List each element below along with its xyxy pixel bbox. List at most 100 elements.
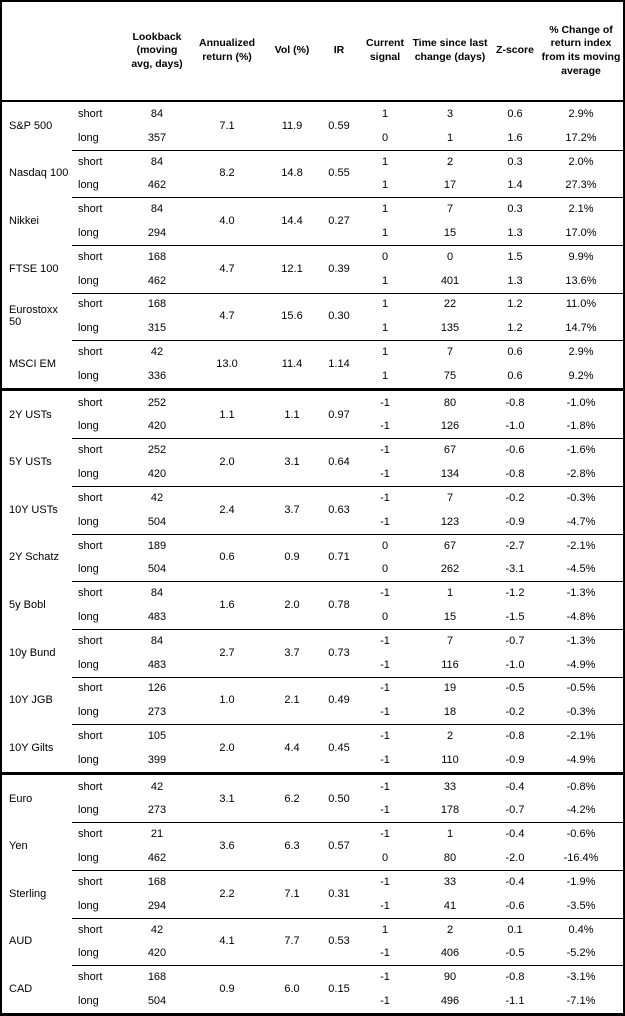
cell-time-since-short: 7 bbox=[446, 634, 454, 647]
table-body: S&P 500 short long 84 357 7.1 11.9 0.59 … bbox=[2, 102, 623, 1013]
cell-signal-short: 0 bbox=[381, 539, 389, 552]
col-header-annualized-return: Annualized return (%) bbox=[198, 37, 255, 63]
cell-lookback-long: 462 bbox=[147, 179, 167, 192]
leg-label-long: long bbox=[78, 658, 99, 671]
cell-zscore-short: -0.4 bbox=[505, 780, 525, 793]
cell-signal-short: 1 bbox=[381, 155, 389, 168]
cell-time-since-short: 1 bbox=[446, 587, 454, 600]
cell-time-since-short: 67 bbox=[443, 444, 457, 457]
cell-pct-change-long: -4.9% bbox=[566, 658, 596, 671]
cell-time-since-short: 33 bbox=[443, 875, 457, 888]
cell-lookback-short: 105 bbox=[147, 730, 167, 743]
asset-row-group: 10Y USTs short long 42 504 2.4 3.7 0.63 … bbox=[2, 486, 623, 534]
cell-annualized-return: 1.1 bbox=[219, 408, 235, 421]
leg-label-long: long bbox=[78, 610, 99, 623]
cell-zscore-long: -0.9 bbox=[505, 515, 525, 528]
cell-lookback-short: 126 bbox=[147, 682, 167, 695]
cell-signal-short: -1 bbox=[380, 682, 390, 695]
cell-time-since-long: 15 bbox=[443, 226, 457, 239]
cell-signal-long: 1 bbox=[381, 322, 389, 335]
cell-zscore-short: -0.8 bbox=[505, 730, 525, 743]
cell-pct-change-short: -2.1% bbox=[566, 730, 596, 743]
asset-row-group: Eurostoxx 50 short long 168 315 4.7 15.6… bbox=[2, 292, 623, 341]
cell-time-since-long: 134 bbox=[440, 468, 460, 481]
cell-vol: 1.1 bbox=[284, 408, 300, 421]
cell-signal-long: 0 bbox=[381, 563, 389, 576]
cell-signal-short: 1 bbox=[381, 923, 389, 936]
asset-name: Sterling bbox=[9, 887, 47, 900]
cell-time-since-long: 262 bbox=[440, 563, 460, 576]
cell-lookback-long: 294 bbox=[147, 899, 167, 912]
table-header-row: Lookback (moving avg, days) Annualized r… bbox=[2, 2, 623, 102]
leg-label-long: long bbox=[78, 468, 99, 481]
cell-time-since-long: 135 bbox=[440, 322, 460, 335]
cell-annualized-return: 13.0 bbox=[216, 357, 238, 370]
cell-vol: 0.9 bbox=[284, 551, 300, 564]
cell-pct-change-short: 2.9% bbox=[568, 107, 594, 120]
cell-signal-long: -1 bbox=[380, 804, 390, 817]
cell-zscore-long: -0.6 bbox=[505, 899, 525, 912]
cell-pct-change-short: -1.6% bbox=[566, 444, 596, 457]
leg-label-short: short bbox=[78, 587, 103, 600]
leg-label-short: short bbox=[78, 346, 103, 359]
cell-vol: 3.7 bbox=[284, 503, 300, 516]
cell-vol: 3.7 bbox=[284, 646, 300, 659]
cell-lookback-short: 189 bbox=[147, 539, 167, 552]
cell-signal-short: -1 bbox=[380, 396, 390, 409]
cell-lookback-long: 420 bbox=[147, 468, 167, 481]
cell-pct-change-long: -1.8% bbox=[566, 420, 596, 433]
asset-row-group: Euro short long 42 273 3.1 6.2 0.50 -1 -… bbox=[2, 771, 623, 823]
cell-lookback-short: 84 bbox=[150, 587, 164, 600]
cell-zscore-short: -0.6 bbox=[505, 444, 525, 457]
cell-time-since-long: 1 bbox=[446, 131, 454, 144]
leg-label-long: long bbox=[78, 515, 99, 528]
cell-vol: 6.3 bbox=[284, 840, 300, 853]
col-header-time-since-change: Time since last change (days) bbox=[412, 37, 488, 63]
cell-lookback-short: 168 bbox=[147, 250, 167, 263]
cell-lookback-long: 294 bbox=[147, 226, 167, 239]
cell-lookback-short: 84 bbox=[150, 203, 164, 216]
cell-lookback-long: 315 bbox=[147, 322, 167, 335]
cell-pct-change-long: -4.8% bbox=[566, 610, 596, 623]
cell-pct-change-long: 17.2% bbox=[565, 131, 597, 144]
cell-annualized-return: 4.7 bbox=[219, 262, 235, 275]
cell-lookback-short: 42 bbox=[150, 780, 164, 793]
asset-row-group: 5Y USTs short long 252 420 2.0 3.1 0.64 … bbox=[2, 438, 623, 486]
cell-lookback-short: 84 bbox=[150, 107, 164, 120]
leg-label-long: long bbox=[78, 369, 99, 382]
leg-label-short: short bbox=[78, 875, 103, 888]
leg-label-short: short bbox=[78, 491, 103, 504]
cell-signal-long: -1 bbox=[380, 468, 390, 481]
asset-name: Euro bbox=[9, 792, 33, 805]
asset-row-group: Nikkei short long 84 294 4.0 14.4 0.27 1… bbox=[2, 197, 623, 245]
cell-pct-change-long: -4.9% bbox=[566, 753, 596, 766]
asset-name: 5Y USTs bbox=[9, 456, 52, 469]
cell-signal-long: -1 bbox=[380, 753, 390, 766]
cell-signal-long: 1 bbox=[381, 274, 389, 287]
cell-signal-short: -1 bbox=[380, 634, 390, 647]
cell-lookback-long: 504 bbox=[147, 563, 167, 576]
cell-zscore-short: -0.2 bbox=[505, 491, 525, 504]
cell-time-since-short: 3 bbox=[446, 107, 454, 120]
cell-vol: 12.1 bbox=[281, 262, 303, 275]
cell-annualized-return: 3.6 bbox=[219, 840, 235, 853]
cell-annualized-return: 7.1 bbox=[219, 119, 235, 132]
cell-time-since-short: 2 bbox=[446, 923, 454, 936]
cell-pct-change-short: -1.0% bbox=[566, 396, 596, 409]
cell-pct-change-short: 2.0% bbox=[568, 155, 594, 168]
cell-pct-change-long: 9.2% bbox=[568, 369, 594, 382]
leg-label-long: long bbox=[78, 131, 99, 144]
leg-label-short: short bbox=[78, 730, 103, 743]
asset-name: Eurostoxx 50 bbox=[9, 304, 58, 329]
cell-zscore-long: -0.2 bbox=[505, 706, 525, 719]
cell-lookback-long: 273 bbox=[147, 804, 167, 817]
cell-lookback-long: 483 bbox=[147, 658, 167, 671]
cell-annualized-return: 2.4 bbox=[219, 503, 235, 516]
cell-lookback-short: 42 bbox=[150, 491, 164, 504]
cell-vol: 6.0 bbox=[284, 983, 300, 996]
cell-time-since-long: 126 bbox=[440, 420, 460, 433]
cell-annualized-return: 0.6 bbox=[219, 551, 235, 564]
cell-pct-change-long: -4.5% bbox=[566, 563, 596, 576]
leg-label-short: short bbox=[78, 634, 103, 647]
cell-ir: 0.30 bbox=[328, 310, 350, 323]
